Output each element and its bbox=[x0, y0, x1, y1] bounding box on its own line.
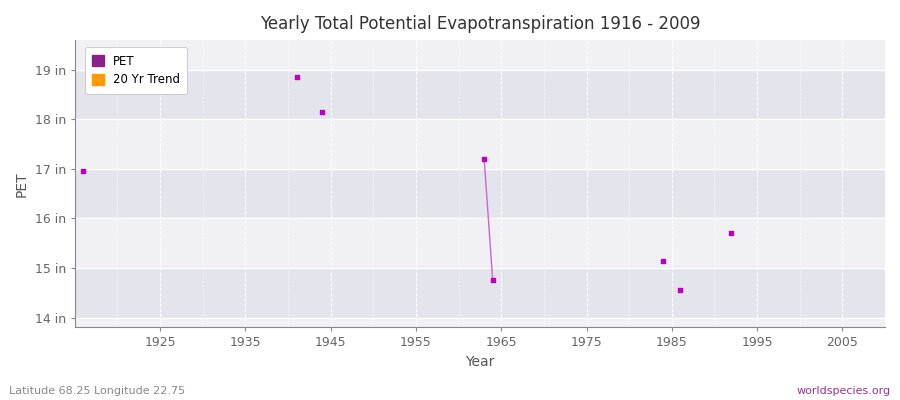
Bar bbox=[75, 119, 885, 169]
Bar bbox=[75, 169, 885, 218]
Legend: PET, 20 Yr Trend: PET, 20 Yr Trend bbox=[85, 48, 187, 94]
Point bbox=[477, 156, 491, 162]
Bar bbox=[75, 268, 885, 318]
Bar bbox=[75, 70, 885, 119]
Point bbox=[315, 109, 329, 115]
Point bbox=[656, 257, 670, 264]
Text: worldspecies.org: worldspecies.org bbox=[796, 386, 891, 396]
Title: Yearly Total Potential Evapotranspiration 1916 - 2009: Yearly Total Potential Evapotranspiratio… bbox=[260, 15, 700, 33]
Point bbox=[76, 168, 91, 174]
Point bbox=[724, 230, 739, 236]
Point bbox=[290, 74, 304, 80]
X-axis label: Year: Year bbox=[465, 355, 495, 369]
Y-axis label: PET: PET bbox=[15, 171, 29, 196]
Bar bbox=[75, 40, 885, 70]
Point bbox=[673, 287, 688, 294]
Text: Latitude 68.25 Longitude 22.75: Latitude 68.25 Longitude 22.75 bbox=[9, 386, 185, 396]
Bar bbox=[75, 218, 885, 268]
Bar bbox=[75, 318, 885, 328]
Point bbox=[485, 277, 500, 284]
